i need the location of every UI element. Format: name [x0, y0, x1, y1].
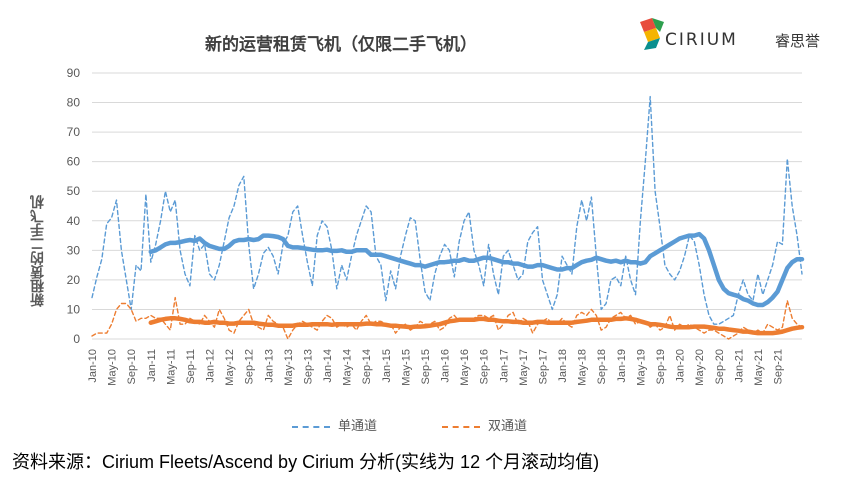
cirium-logo — [640, 18, 664, 50]
legend-item-wide: 双通道 — [442, 415, 527, 434]
source-note: 资料来源：Cirium Fleets/Ascend by Cirium 分析(实… — [12, 452, 600, 472]
x-tick-label: Jan-18 — [557, 349, 569, 383]
x-tick-label: May-10 — [107, 349, 119, 386]
x-tick-label: May-20 — [694, 349, 706, 386]
x-tick-label: Jan-12 — [205, 349, 217, 383]
y-tick-label: 40 — [67, 214, 81, 228]
y-tick-label: 60 — [67, 155, 81, 169]
x-tick-label: Jan-20 — [675, 349, 687, 383]
x-tick-label: Jan-19 — [616, 349, 628, 383]
x-tick-label: May-21 — [753, 349, 765, 386]
x-tick-label: May-12 — [224, 349, 236, 386]
series-line-wide-rolling-avg — [148, 316, 805, 336]
x-tick-label: Sep-11 — [185, 349, 197, 384]
x-tick-label: Jan-17 — [498, 349, 510, 383]
x-tick-label: Jan-11 — [146, 349, 158, 382]
y-tick-label: 0 — [73, 332, 80, 346]
x-tick-label: Sep-18 — [596, 349, 608, 384]
logo-cn-text: 睿思誉 — [775, 32, 821, 50]
y-tick-label: 80 — [67, 96, 81, 110]
y-tick-label: 70 — [67, 125, 81, 139]
x-tick-label: Jan-15 — [381, 349, 393, 383]
x-tick-label: Sep-16 — [479, 349, 491, 384]
y-tick-label: 10 — [67, 302, 81, 316]
x-tick-label: Jan-13 — [263, 349, 275, 383]
series-line-narrow-monthly — [91, 95, 803, 325]
x-tick-label: Sep-12 — [244, 349, 256, 384]
x-tick-label: Sep-13 — [302, 349, 314, 384]
x-tick-label: Jan-14 — [322, 349, 334, 383]
x-tick-label: May-14 — [342, 349, 354, 386]
series-line-narrow-rolling-avg — [148, 231, 805, 308]
x-tick-label: Sep-20 — [714, 349, 726, 384]
legend-item-narrow: 单通道 — [292, 415, 377, 434]
legend-swatch-narrow — [292, 425, 330, 428]
x-tick-label: Jan-10 — [87, 349, 99, 383]
y-tick-label: 90 — [67, 66, 81, 80]
legend-label-wide: 双通道 — [488, 419, 528, 434]
chart-title: 新的运营租赁飞机（仅限二手飞机） — [205, 35, 477, 55]
x-tick-label: May-11 — [165, 349, 177, 385]
x-tick-label: Sep-21 — [773, 349, 785, 384]
x-tick-label: May-19 — [635, 349, 647, 386]
x-tick-label: Jan-16 — [440, 349, 452, 383]
logo-text: CIRIUM — [665, 30, 738, 50]
legend-label-narrow: 单通道 — [338, 419, 378, 434]
x-tick-label: May-15 — [400, 349, 412, 386]
legend-swatch-wide — [442, 425, 480, 428]
x-tick-label: May-17 — [518, 349, 530, 386]
x-tick-label: May-18 — [577, 349, 589, 386]
x-tick-label: Sep-17 — [537, 349, 549, 384]
series-line-wide-monthly — [91, 296, 803, 340]
x-tick-label: Jan-21 — [733, 349, 745, 383]
y-tick-label: 20 — [67, 273, 81, 287]
x-tick-label: Sep-19 — [655, 349, 667, 384]
x-tick-label: May-16 — [459, 349, 471, 386]
x-tick-label: May-13 — [283, 349, 295, 386]
x-tick-label: Sep-14 — [361, 349, 373, 384]
y-tick-label: 50 — [67, 184, 81, 198]
y-tick-label: 30 — [67, 243, 81, 257]
x-tick-label: Sep-15 — [420, 349, 432, 384]
line-chart: 0 10 20 30 40 50 60 70 80 90 Jan-10 May-10 Sep-10 Jan… — [67, 66, 805, 386]
x-tick-label: Sep-10 — [126, 349, 138, 384]
